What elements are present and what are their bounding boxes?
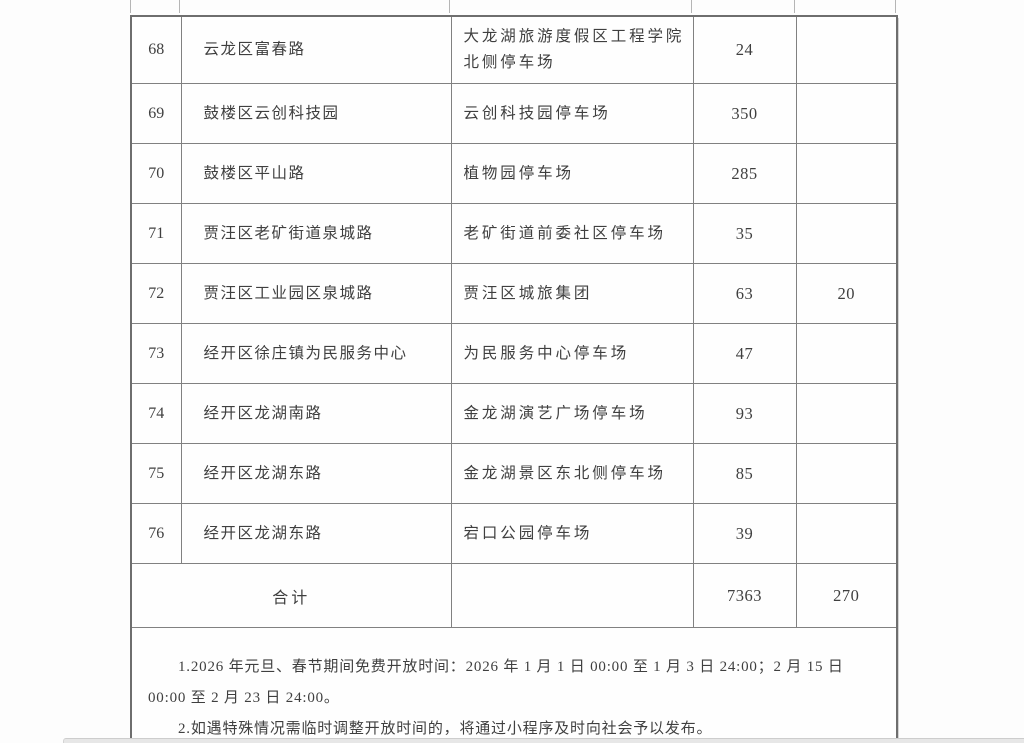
parking-table-body: 68 云龙区富春路 大龙湖旅游度假区工程学院北侧停车场 24 69 鼓楼区云创科… [130, 15, 898, 743]
row-location: 云龙区富春路 [180, 15, 452, 84]
table-row: 71 贾汪区老矿街道泉城路 老矿街道前委社区停车场 35 [130, 203, 898, 264]
row-number: 70 [130, 143, 182, 204]
cropped-gridline-stub [895, 0, 896, 13]
row-extra: 20 [795, 263, 898, 324]
row-parking-name: 云创科技园停车场 [450, 83, 694, 144]
row-extra [795, 383, 898, 444]
row-parking-name: 老矿街道前委社区停车场 [450, 203, 694, 264]
row-extra [795, 443, 898, 504]
row-number: 73 [130, 323, 182, 384]
row-location: 经开区徐庄镇为民服务中心 [180, 323, 452, 384]
table-row: 76 经开区龙湖东路 宕口公园停车场 39 [130, 503, 898, 564]
parking-table: 68 云龙区富春路 大龙湖旅游度假区工程学院北侧停车场 24 69 鼓楼区云创科… [130, 15, 898, 743]
table-row: 69 鼓楼区云创科技园 云创科技园停车场 350 [130, 83, 898, 144]
table-row: 72 贾汪区工业园区泉城路 贾汪区城旅集团 63 20 [130, 263, 898, 324]
row-spaces: 24 [692, 15, 797, 84]
row-extra [795, 15, 898, 84]
table-row: 74 经开区龙湖南路 金龙湖演艺广场停车场 93 [130, 383, 898, 444]
row-location: 贾汪区老矿街道泉城路 [180, 203, 452, 264]
notes-cell: 1.2026 年元旦、春节期间免费开放时间：2026 年 1 月 1 日 00:… [130, 627, 898, 743]
table-row: 75 经开区龙湖东路 金龙湖景区东北侧停车场 85 [130, 443, 898, 504]
row-number: 76 [130, 503, 182, 564]
row-extra [795, 143, 898, 204]
cropped-gridline-stub [179, 0, 180, 13]
row-parking-name: 贾汪区城旅集团 [450, 263, 694, 324]
notes-row: 1.2026 年元旦、春节期间免费开放时间：2026 年 1 月 1 日 00:… [130, 627, 898, 743]
row-parking-name: 金龙湖景区东北侧停车场 [450, 443, 694, 504]
table-row: 68 云龙区富春路 大龙湖旅游度假区工程学院北侧停车场 24 [130, 15, 898, 84]
row-extra [795, 503, 898, 564]
row-spaces: 285 [692, 143, 797, 204]
row-parking-name: 植物园停车场 [450, 143, 694, 204]
parking-table-container: 68 云龙区富春路 大龙湖旅游度假区工程学院北侧停车场 24 69 鼓楼区云创科… [130, 15, 898, 743]
row-spaces: 85 [692, 443, 797, 504]
row-spaces: 350 [692, 83, 797, 144]
total-spaces: 7363 [692, 563, 797, 628]
cropped-gridline-stub [130, 0, 131, 13]
row-spaces: 39 [692, 503, 797, 564]
row-number: 75 [130, 443, 182, 504]
row-extra [795, 83, 898, 144]
row-number: 74 [130, 383, 182, 444]
row-spaces: 35 [692, 203, 797, 264]
row-location: 经开区龙湖东路 [180, 503, 452, 564]
row-extra [795, 323, 898, 384]
row-parking-name: 为民服务中心停车场 [450, 323, 694, 384]
row-parking-name: 宕口公园停车场 [450, 503, 694, 564]
total-label: 合计 [130, 563, 452, 628]
row-location: 鼓楼区云创科技园 [180, 83, 452, 144]
row-location: 经开区龙湖东路 [180, 443, 452, 504]
cropped-gridline-stub [691, 0, 692, 13]
row-number: 69 [130, 83, 182, 144]
total-name-cell [450, 563, 694, 628]
row-number: 71 [130, 203, 182, 264]
cropped-gridline-stub [794, 0, 795, 13]
note-1: 1.2026 年元旦、春节期间免费开放时间：2026 年 1 月 1 日 00:… [148, 659, 844, 706]
table-row: 70 鼓楼区平山路 植物园停车场 285 [130, 143, 898, 204]
row-number: 72 [130, 263, 182, 324]
table-row: 73 经开区徐庄镇为民服务中心 为民服务中心停车场 47 [130, 323, 898, 384]
note-2: 2.如遇特殊情况需临时调整开放时间的，将通过小程序及时向社会予以发布。 [178, 721, 713, 737]
row-spaces: 93 [692, 383, 797, 444]
row-parking-name: 金龙湖演艺广场停车场 [450, 383, 694, 444]
row-parking-name: 大龙湖旅游度假区工程学院北侧停车场 [450, 15, 694, 84]
row-location: 经开区龙湖南路 [180, 383, 452, 444]
row-number: 68 [130, 15, 182, 84]
total-row: 合计 7363 270 [130, 563, 898, 628]
next-element-edge [63, 738, 1024, 743]
row-location: 贾汪区工业园区泉城路 [180, 263, 452, 324]
row-extra [795, 203, 898, 264]
row-spaces: 63 [692, 263, 797, 324]
total-extra: 270 [795, 563, 898, 628]
row-spaces: 47 [692, 323, 797, 384]
cropped-gridline-stub [449, 0, 450, 13]
row-location: 鼓楼区平山路 [180, 143, 452, 204]
